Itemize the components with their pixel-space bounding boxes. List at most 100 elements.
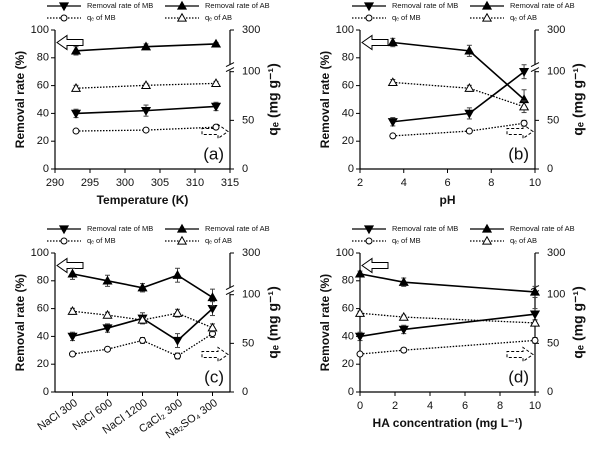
y-tick-label: 0	[348, 386, 354, 398]
panel: 0 20 40 60 80 100 0 50 100 300 0 2 4 6 8 10 HA concentra…	[318, 223, 586, 430]
marker	[365, 14, 373, 22]
marker	[464, 83, 475, 92]
marker	[172, 336, 183, 346]
y-tick-label: 100	[31, 24, 49, 36]
y2-tick-label: 300	[547, 24, 565, 36]
marker	[520, 119, 528, 127]
marker	[465, 127, 473, 135]
marker	[481, 223, 493, 233]
panel-label: (b)	[508, 144, 529, 163]
y2-tick-label: 100	[242, 289, 260, 301]
marker	[58, 225, 70, 235]
marker	[519, 68, 530, 77]
y2-tick-label: 100	[547, 66, 565, 78]
marker	[210, 38, 222, 48]
marker	[481, 12, 493, 22]
axis-break-gap	[226, 287, 234, 294]
marker	[207, 292, 218, 302]
y-tick-label: 60	[342, 80, 354, 92]
x-tick-label: 290	[46, 177, 64, 189]
marker	[354, 307, 366, 317]
marker	[387, 37, 398, 47]
axis-arrow	[506, 346, 534, 363]
x-axis-label: HA concentration (mg L⁻¹)	[373, 416, 523, 430]
marker	[464, 45, 475, 55]
x-tick-label: 2	[357, 177, 363, 189]
x-tick-label: 2	[392, 400, 398, 412]
axis-arrow	[56, 257, 84, 274]
y2-tick-label: 50	[242, 114, 254, 126]
y2-axis-label: qₑ (mg g⁻¹)	[265, 286, 281, 359]
x-tick-label: 4	[401, 177, 407, 189]
y2-axis-label: qₑ (mg g⁻¹)	[265, 63, 281, 136]
legend-label: qₑ of AB	[510, 13, 537, 22]
marker	[529, 286, 541, 296]
y2-tick-label: 0	[242, 163, 248, 175]
marker	[67, 306, 78, 315]
legend-label: qₑ of MB	[392, 236, 421, 245]
y-tick-label: 40	[37, 107, 49, 119]
y-tick-label: 40	[37, 330, 49, 342]
marker	[464, 109, 475, 119]
y-tick-label: 100	[336, 247, 354, 259]
axis-break	[530, 62, 540, 67]
marker	[481, 235, 493, 245]
legend-label: qₑ of MB	[87, 13, 116, 22]
series-line	[392, 81, 525, 108]
y-tick-label: 0	[348, 163, 354, 175]
x-tick-label: 6	[444, 177, 450, 189]
marker	[400, 346, 408, 354]
marker	[387, 118, 398, 127]
marker	[172, 307, 183, 317]
marker	[210, 102, 222, 112]
y2-tick-label: 0	[547, 386, 553, 398]
marker	[365, 237, 373, 245]
marker	[172, 270, 183, 279]
y2-tick-label: 50	[242, 337, 254, 349]
marker	[58, 2, 70, 12]
series-line	[392, 71, 525, 123]
marker	[389, 132, 397, 140]
y-tick-label: 80	[342, 52, 354, 64]
y-tick-label: 80	[37, 275, 49, 287]
x-tick-label: 0	[357, 400, 363, 412]
panel-label: (a)	[203, 144, 224, 163]
x-axis-label: Temperature (K)	[97, 193, 189, 207]
marker	[176, 12, 188, 22]
panel: 0 20 40 60 80 100 0 50 100 300 290 295 300 305 310 315 T…	[13, 0, 281, 207]
axis-break	[225, 62, 235, 67]
marker	[140, 106, 152, 116]
marker	[387, 77, 398, 87]
axis-break	[225, 285, 235, 290]
y2-tick-label: 50	[547, 114, 559, 126]
y2-tick-label: 300	[547, 247, 565, 259]
y-tick-label: 80	[342, 275, 354, 287]
x-tick-label: 10	[529, 177, 541, 189]
legend-label: Removal rate of AB	[205, 224, 270, 233]
axis-break	[225, 290, 235, 295]
marker	[67, 268, 78, 278]
y2-tick-label: 0	[242, 386, 248, 398]
series-line	[392, 122, 525, 137]
axis-arrow	[201, 346, 229, 363]
marker	[60, 237, 68, 245]
y-tick-label: 20	[37, 358, 49, 370]
marker	[140, 41, 152, 51]
marker	[176, 235, 188, 245]
marker	[207, 322, 218, 332]
y-tick-label: 0	[43, 386, 49, 398]
x-tick-label: 310	[186, 177, 204, 189]
y-tick-label: 60	[37, 80, 49, 92]
marker	[137, 314, 148, 324]
marker	[529, 310, 541, 320]
marker	[70, 83, 82, 92]
legend-label: Removal rate of MB	[87, 224, 153, 233]
marker	[481, 0, 493, 10]
marker	[70, 109, 82, 119]
series-line	[359, 273, 536, 293]
y-tick-label: 100	[336, 24, 354, 36]
marker	[102, 309, 113, 319]
legend-label: qₑ of AB	[510, 236, 537, 245]
legend-label: qₑ of MB	[87, 236, 116, 245]
